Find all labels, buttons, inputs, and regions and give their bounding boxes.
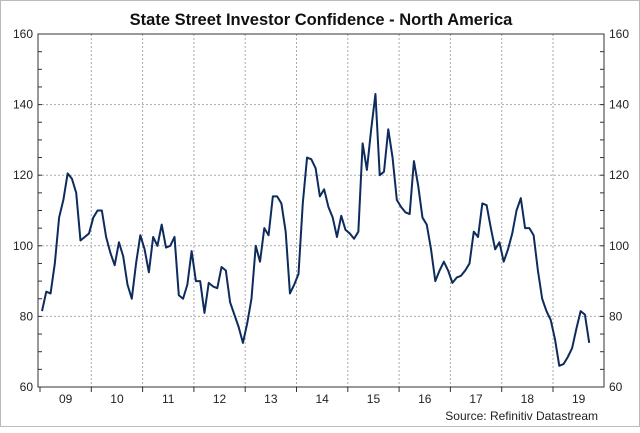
series-line	[42, 94, 589, 366]
x-tick-label: 11	[162, 392, 175, 406]
x-tick-label: 15	[367, 392, 381, 406]
y-tick-label-left: 60	[20, 380, 34, 394]
y-tick-label-right: 160	[609, 27, 629, 41]
y-tick-label-left: 100	[13, 239, 33, 253]
x-tick-label: 10	[110, 392, 124, 406]
x-tick-label: 09	[59, 392, 73, 406]
plot-frame	[38, 34, 604, 387]
source-note: Source: Refinitiv Datastream	[445, 409, 598, 423]
y-tick-label-left: 160	[13, 27, 33, 41]
x-tick-label: 16	[418, 392, 432, 406]
y-tick-label-right: 100	[609, 239, 629, 253]
x-tick-label: 19	[572, 392, 586, 406]
chart-title: State Street Investor Confidence - North…	[130, 11, 513, 29]
x-tick-label: 12	[213, 392, 227, 406]
y-tick-label-right: 140	[609, 98, 629, 112]
y-tick-label-right: 80	[609, 309, 623, 323]
y-tick-label-right: 120	[609, 168, 629, 182]
x-tick-label: 14	[315, 392, 329, 406]
x-tick-label: 18	[521, 392, 535, 406]
x-tick-label: 17	[469, 392, 483, 406]
y-tick-label-right: 60	[609, 380, 623, 394]
y-tick-label-left: 140	[13, 98, 33, 112]
y-tick-label-left: 120	[13, 168, 33, 182]
y-tick-label-left: 80	[20, 309, 34, 323]
x-tick-label: 13	[264, 392, 278, 406]
